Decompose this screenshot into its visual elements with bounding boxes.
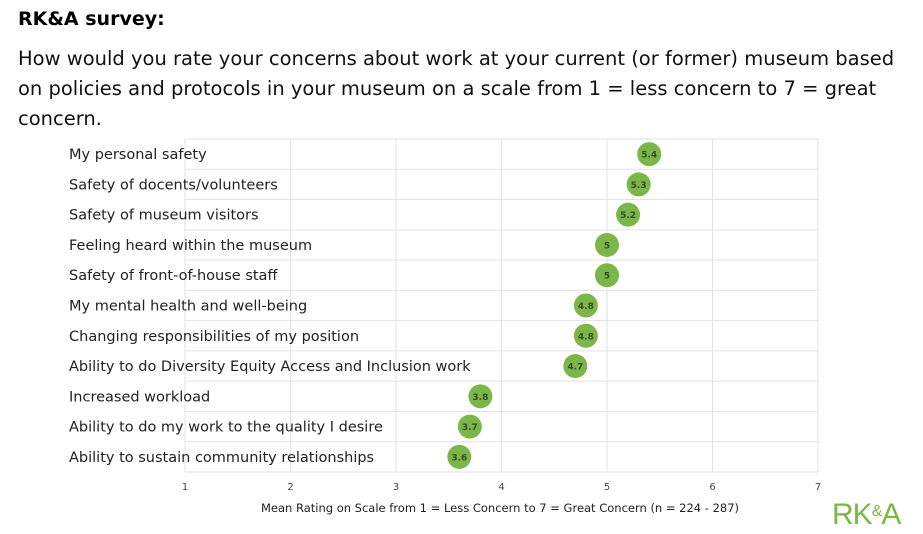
category-label: Safety of museum visitors (69, 208, 259, 224)
category-label: Increased workload (69, 389, 210, 405)
data-point (573, 293, 598, 318)
survey-question: How would you rate your concerns about w… (18, 47, 895, 130)
x-tick-label: 7 (815, 482, 821, 493)
data-label: 5.2 (620, 211, 636, 221)
x-tick-label: 6 (709, 482, 715, 493)
survey-title: RK&A survey: (18, 8, 165, 30)
data-point (468, 384, 493, 409)
data-label: 3.8 (472, 393, 488, 403)
category-label: My personal safety (69, 147, 207, 163)
x-tick-label: 2 (287, 482, 293, 493)
category-label: Feeling heard within the museum (69, 238, 312, 254)
category-label: Changing responsibilities of my position (69, 329, 359, 345)
data-point (447, 444, 472, 469)
x-tick-label: 1 (182, 482, 188, 493)
data-label: 5.3 (631, 181, 647, 191)
x-axis-label: Mean Rating on Scale from 1 = Less Conce… (260, 501, 740, 515)
data-point (616, 202, 641, 227)
data-point (563, 354, 588, 379)
rka-logo: RK&A (832, 498, 901, 531)
data-label: 4.8 (578, 302, 594, 312)
data-point (573, 323, 598, 348)
category-label: Safety of front-of-house staff (69, 268, 278, 284)
data-label: 4.8 (578, 332, 594, 342)
category-label: My mental health and well-being (69, 299, 307, 315)
data-label: 4.7 (567, 363, 583, 373)
category-label: Safety of docents/volunteers (69, 177, 278, 193)
data-point (626, 172, 651, 197)
data-label: 3.7 (462, 423, 478, 433)
x-tick-label: 3 (393, 482, 399, 493)
category-label: Ability to sustain community relationshi… (69, 450, 374, 466)
data-label: 3.6 (451, 453, 467, 463)
data-point (595, 232, 619, 257)
x-tick-label: 5 (604, 482, 610, 493)
x-tick-label: 4 (498, 482, 504, 493)
data-label: 5 (604, 272, 610, 282)
data-label: 5.4 (641, 151, 657, 161)
data-point (595, 263, 619, 288)
data-point (637, 142, 662, 167)
category-label: Ability to do my work to the quality I d… (69, 420, 383, 436)
data-point (457, 414, 482, 439)
data-label: 5 (604, 241, 610, 251)
category-label: Ability to do Diversity Equity Access an… (69, 359, 471, 375)
